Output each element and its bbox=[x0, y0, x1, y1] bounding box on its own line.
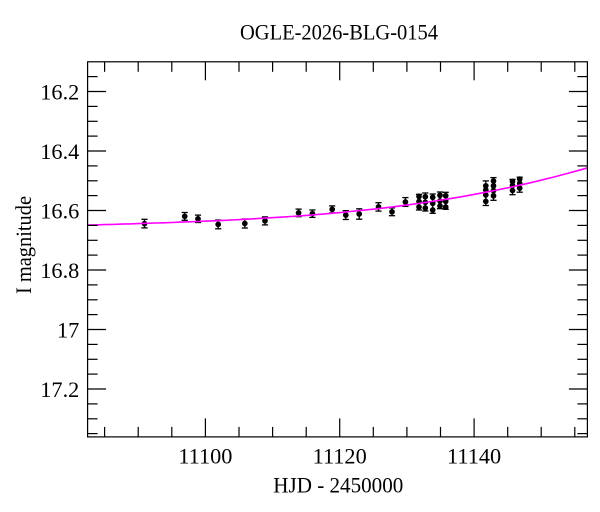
svg-text:16.6: 16.6 bbox=[40, 199, 79, 224]
svg-text:11140: 11140 bbox=[447, 443, 501, 468]
svg-text:HJD - 2450000: HJD - 2450000 bbox=[273, 473, 403, 498]
svg-text:16.4: 16.4 bbox=[40, 139, 79, 164]
svg-text:OGLE-2026-BLG-0154: OGLE-2026-BLG-0154 bbox=[240, 20, 438, 45]
svg-text:17: 17 bbox=[57, 318, 79, 343]
svg-text:11100: 11100 bbox=[178, 443, 232, 468]
svg-text:16.8: 16.8 bbox=[40, 258, 79, 283]
svg-text:17.2: 17.2 bbox=[40, 377, 79, 402]
svg-text:I magnitude: I magnitude bbox=[11, 196, 36, 294]
svg-text:11120: 11120 bbox=[313, 443, 367, 468]
svg-text:16.2: 16.2 bbox=[40, 80, 79, 105]
